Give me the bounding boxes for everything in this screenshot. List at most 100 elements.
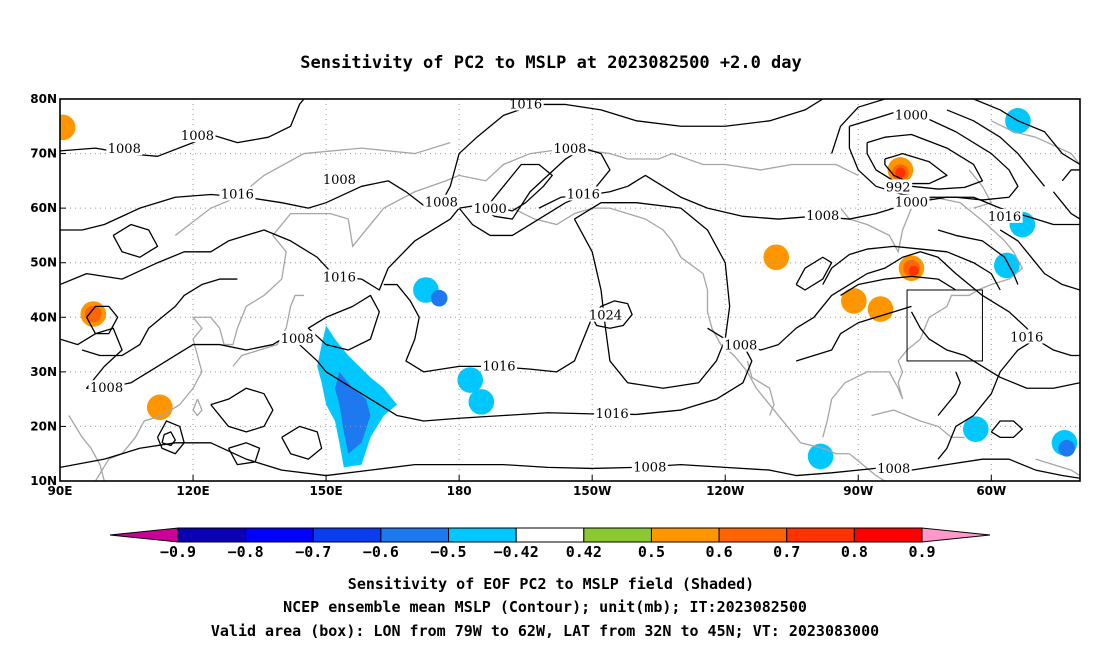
shaded-region: [867, 296, 894, 322]
colorbar-high-arrow: [921, 527, 991, 543]
mslp-contour: [795, 305, 912, 362]
coastline: [968, 169, 993, 209]
mslp-contour: [937, 338, 1036, 460]
mslp-contour: [210, 387, 274, 433]
contour-label: 1008: [323, 173, 356, 188]
colorbar-segment: [312, 527, 382, 543]
mslp-contour: [866, 133, 984, 190]
mslp-contour: [884, 152, 948, 185]
sensitivity-shading: [60, 108, 1078, 470]
coastline: [991, 120, 1080, 165]
contour-label: 1008: [806, 209, 839, 224]
contour-label: 1008: [90, 381, 123, 396]
shaded-region: [84, 305, 102, 323]
mslp-contour: [383, 283, 593, 373]
contour-label-halo: [279, 331, 316, 346]
mslp-contour: [937, 371, 961, 416]
x-tick-label: 90E: [48, 484, 73, 498]
mslp-contour: [307, 294, 380, 351]
x-tick-label: 90W: [843, 484, 873, 498]
y-tick-label: 40N: [30, 310, 57, 324]
mslp-contour: [458, 147, 611, 237]
coastline: [512, 207, 887, 481]
y-tick-label: 70N: [30, 147, 57, 161]
colorbar-label: −0.9: [160, 543, 196, 561]
caption-line-1: Sensitivity of EOF PC2 to MSLP field (Sh…: [348, 575, 754, 593]
chart-title: Sensitivity of PC2 to MSLP at 2023082500…: [300, 53, 802, 73]
contour-label: 1016: [482, 359, 515, 374]
caption: Sensitivity of EOF PC2 to MSLP field (Sh…: [211, 575, 879, 640]
colorbar-label: −0.42: [494, 543, 539, 561]
contour-label-halo: [565, 186, 602, 201]
colorbar-label: −0.5: [430, 543, 466, 561]
coastline: [1035, 458, 1080, 477]
contour-label-halo: [631, 459, 668, 474]
contour-label-halo: [179, 128, 216, 143]
mslp-contour: [795, 256, 833, 291]
colorbar-segment: [448, 527, 517, 543]
colorbar-segment: [177, 527, 247, 543]
contour-label: 1016: [567, 188, 600, 203]
contour-label-halo: [1008, 329, 1045, 344]
colorbar-label: 0.9: [908, 543, 935, 561]
shaded-region: [763, 244, 790, 271]
mslp-contour: [990, 420, 1023, 438]
mslp-contour: [831, 99, 886, 154]
contour-label-halo: [423, 194, 460, 209]
mslp-contour: [573, 202, 731, 389]
mslp-contour: [1052, 191, 1080, 220]
contour-labels: 1008 1008 1016 1008 1008 1016 1008 1000 1016 1024…: [88, 96, 1045, 477]
contour-label-halo: [219, 186, 256, 201]
contour-label-halo: [594, 405, 631, 420]
colorbar-segment: [380, 527, 450, 543]
mslp-contour: [161, 431, 176, 447]
x-tick-label: 150W: [573, 484, 611, 498]
mslp-contour: [112, 223, 159, 258]
contour-label-halo: [106, 141, 143, 156]
x-tick-label: 120W: [706, 484, 744, 498]
contour-label: 1016: [323, 270, 356, 285]
contour-label: 1008: [553, 142, 586, 157]
y-tick-label: 10N: [30, 474, 57, 488]
mslp-contour: [227, 442, 261, 466]
contour-label: 1024: [589, 309, 622, 324]
x-axis-ticks: 90E 120E 150E 180 150W 120W 90W 60W: [48, 475, 1006, 498]
contour-label-halo: [472, 201, 509, 216]
mslp-contour: [1061, 169, 1080, 182]
mslp-contour: [281, 425, 323, 460]
y-tick-label: 80N: [30, 92, 57, 106]
y-tick-label: 50N: [30, 256, 57, 270]
colorbar-segment: [718, 527, 788, 543]
mslp-contour: [538, 174, 1080, 226]
mslp-contour: [81, 278, 238, 357]
colorbar: −0.9 −0.8 −0.7 −0.6 −0.5 −0.42 0.42 0.5 0.6 0.7 0.…: [109, 527, 991, 561]
y-axis-ticks: 80N 70N 60N 50N 40N 30N 20N 10N: [30, 92, 66, 488]
contour-label-halo: [88, 380, 125, 395]
coastlines: [68, 120, 1080, 481]
coastline: [192, 398, 203, 417]
colorbar-segment: [515, 527, 585, 543]
mslp-contour: [973, 99, 1080, 166]
contour-label: 1008: [877, 462, 910, 477]
contour-label-halo: [552, 141, 588, 156]
mslp-contour: [999, 229, 1080, 291]
contour-label-halo: [893, 107, 930, 122]
contour-label-halo: [481, 358, 518, 373]
colorbar-segment: [786, 527, 855, 543]
contour-label: 1000: [474, 202, 507, 217]
contour-label: 1008: [181, 129, 214, 144]
contour-label: 1016: [988, 210, 1021, 225]
contour-label: 1016: [596, 407, 629, 422]
colorbar-label: 0.42: [566, 543, 602, 561]
colorbar-label: 0.5: [638, 543, 665, 561]
shaded-region: [457, 367, 484, 393]
contour-label-halo: [321, 171, 358, 186]
shaded-region: [895, 167, 906, 178]
coastline: [94, 147, 859, 481]
map-frame: [59, 98, 1081, 482]
coastline: [68, 415, 105, 481]
mslp-contour: [591, 300, 633, 329]
mslp-contour: [848, 111, 1019, 201]
mslp-contour: [60, 99, 305, 157]
y-tick-label: 60N: [30, 201, 57, 215]
